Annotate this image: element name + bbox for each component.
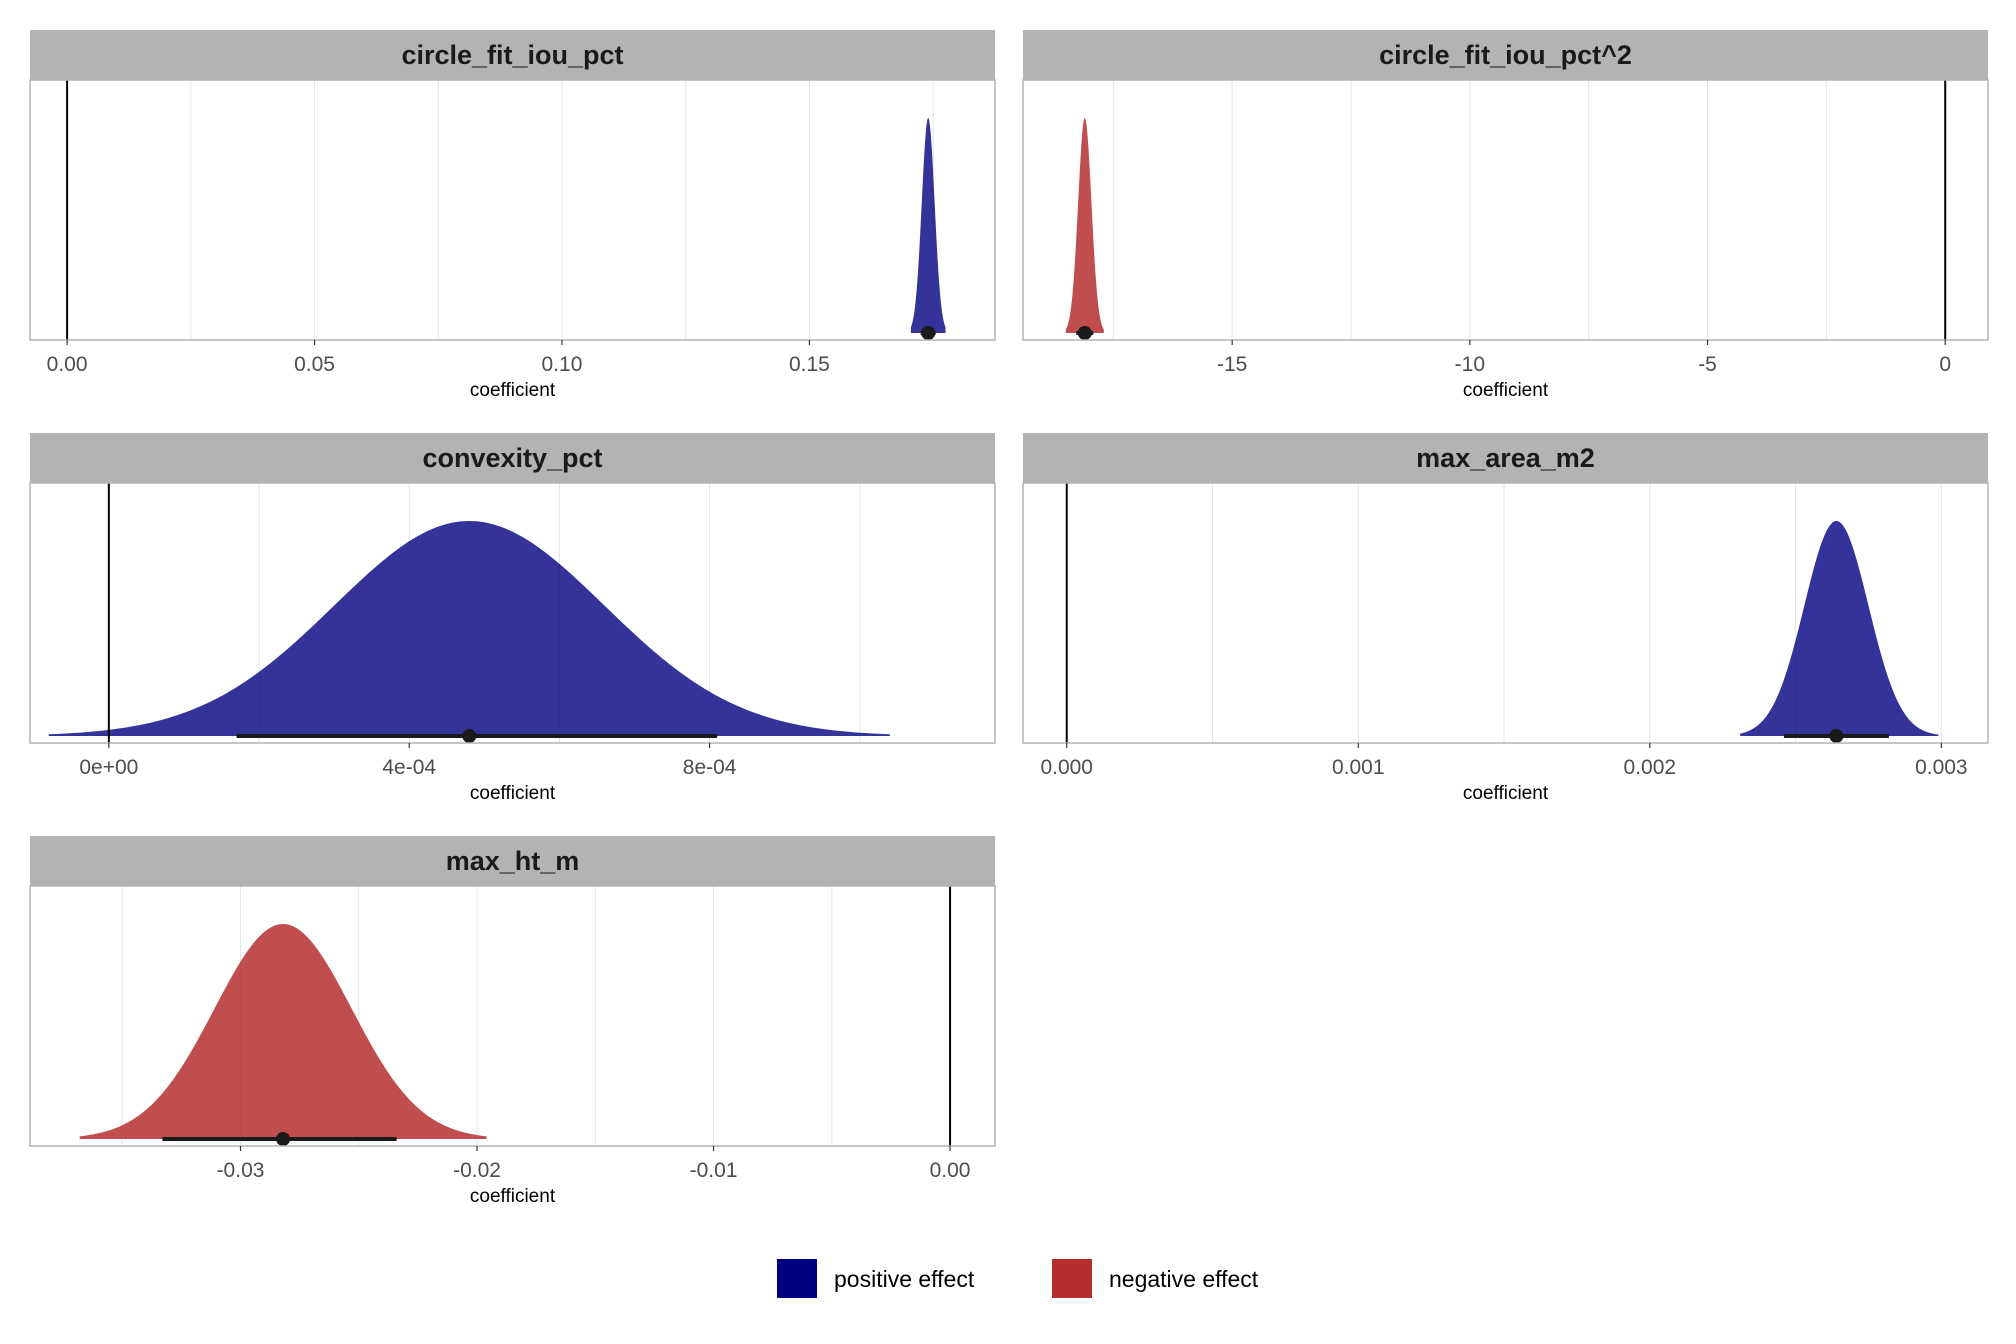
point-estimate — [462, 729, 477, 743]
facet-panels: circle_fit_iou_pct 0.00 0.05 0.10 0.15 coeffi… — [29, 30, 1989, 1207]
strip-convexity-pct — [30, 433, 995, 483]
legend-key-negative — [1052, 1259, 1092, 1298]
x-tick-label: 0.10 — [542, 353, 583, 376]
strip-max-area-m2 — [1023, 433, 1988, 483]
panel-circle-fit-iou-pct-2: circle_fit_iou_pct^2 -15 -10 -5 0 coefficient — [1022, 30, 1989, 401]
x-tick-label: 0.000 — [1040, 756, 1093, 779]
x-tick-label: 0e+00 — [79, 756, 138, 779]
legend: positive effect negative effect — [777, 1259, 1259, 1298]
strip-title: convexity_pct — [422, 443, 602, 473]
x-tick-label: 0.05 — [294, 353, 335, 376]
x-tick-label: 0 — [1939, 353, 1951, 376]
x-tick-label: 0.001 — [1332, 756, 1385, 779]
x-tick-label: -0.01 — [690, 1159, 738, 1182]
panel-border — [29, 482, 996, 744]
panel-background — [1023, 80, 1988, 340]
density-area — [48, 521, 890, 736]
x-tick-label: -0.03 — [217, 1159, 265, 1182]
point-estimate — [1077, 326, 1092, 340]
x-tick-label: 0.00 — [47, 353, 88, 376]
strip-title: max_ht_m — [446, 846, 580, 876]
strip-title: circle_fit_iou_pct^2 — [1379, 40, 1632, 70]
x-tick-label: -15 — [1217, 353, 1247, 376]
panel-border — [1022, 482, 1989, 744]
panel-border — [29, 885, 996, 1147]
panel-background — [30, 80, 995, 340]
x-tick-label: -5 — [1698, 353, 1717, 376]
x-tick-label: 0.15 — [789, 353, 830, 376]
panel-circle-fit-iou-pct: circle_fit_iou_pct 0.00 0.05 0.10 0.15 coeffi… — [29, 30, 996, 401]
point-estimate — [921, 326, 936, 340]
density-area — [1740, 521, 1939, 736]
strip-title: max_area_m2 — [1416, 443, 1595, 473]
panel-convexity-pct: convexity_pct 0e+00 4e-04 8e-04 coefficient — [29, 433, 996, 804]
point-estimate — [276, 1132, 291, 1146]
strip-circle-fit-iou-pct — [30, 30, 995, 80]
legend-label-positive: positive effect — [834, 1266, 975, 1292]
legend-label-negative: negative effect — [1109, 1266, 1259, 1292]
x-tick-label: -10 — [1455, 353, 1485, 376]
panel-max-area-m2: max_area_m2 0.000 0.001 0.002 0.003 coefficie… — [1022, 433, 1989, 804]
x-tick-label: 0.003 — [1915, 756, 1968, 779]
x-tick-label: -0.02 — [453, 1159, 501, 1182]
x-axis-title: coefficient — [1463, 783, 1549, 804]
strip-title: circle_fit_iou_pct — [401, 40, 623, 70]
strip-circle-fit-iou-pct-2 — [1023, 30, 1988, 80]
x-tick-label: 0.002 — [1624, 756, 1677, 779]
x-tick-label: 8e-04 — [683, 756, 737, 779]
density-area — [910, 118, 946, 333]
density-area — [79, 924, 487, 1139]
panel-max-ht-m: max_ht_m -0.03 -0.02 -0.01 0.00 coefficient — [29, 836, 996, 1207]
x-axis-title: coefficient — [470, 1186, 556, 1207]
x-axis-title: coefficient — [1463, 380, 1549, 401]
strip-max-ht-m — [30, 836, 995, 886]
x-axis-title: coefficient — [470, 783, 556, 804]
x-tick-label: 4e-04 — [382, 756, 436, 779]
x-axis-title: coefficient — [470, 380, 556, 401]
point-estimate — [1829, 729, 1844, 743]
density-area — [1065, 118, 1104, 333]
panel-border — [1022, 79, 1989, 341]
panel-border — [29, 79, 996, 341]
x-tick-label: 0.00 — [930, 1159, 971, 1182]
legend-key-positive — [777, 1259, 817, 1298]
